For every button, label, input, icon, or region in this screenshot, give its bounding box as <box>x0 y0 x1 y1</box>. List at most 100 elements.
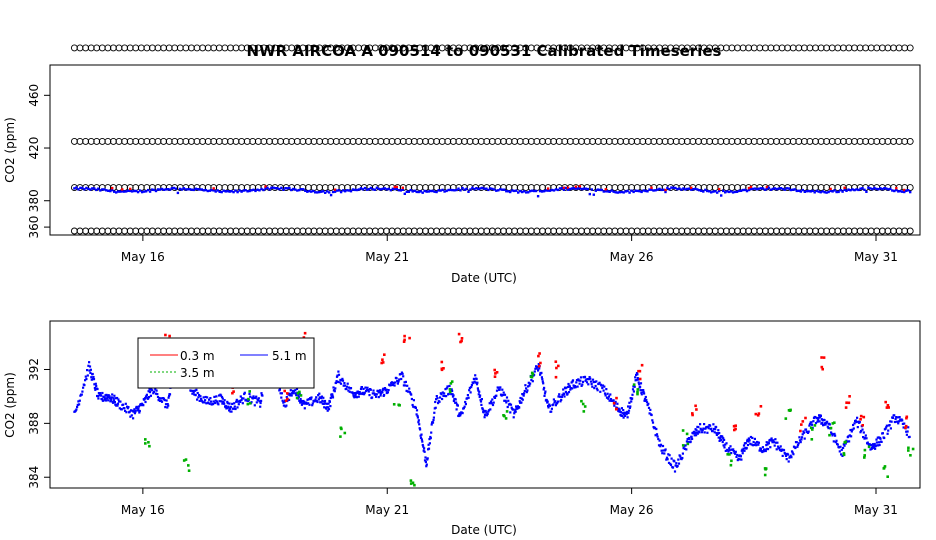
series-5-1m-point <box>671 466 675 469</box>
series-5-1m-point <box>705 425 708 429</box>
series-3-5m-point <box>636 388 640 391</box>
series-5-1m-point <box>472 377 475 380</box>
series-5-1m-point <box>326 402 329 405</box>
series-5-1m-point <box>499 386 502 389</box>
series-5-1m-point <box>513 412 516 415</box>
calibration-point <box>165 227 173 235</box>
series-5-1m-point <box>356 390 359 393</box>
series-0-3m-point <box>383 353 386 356</box>
series-5-1m-point <box>235 400 238 403</box>
series-5-1m-point <box>621 412 624 415</box>
ambient-point <box>407 190 410 193</box>
series-5-1m-point <box>693 434 696 437</box>
series-5-1m-point <box>575 379 579 382</box>
ambient-point <box>266 186 269 190</box>
ambient-point <box>160 187 164 191</box>
series-5-1m-point <box>261 394 264 397</box>
series-0-3m-point <box>638 377 642 381</box>
series-5-1m-point <box>129 415 132 418</box>
ambient-point <box>312 189 315 193</box>
ambient-point <box>91 187 94 190</box>
series-5-1m-point <box>166 406 169 409</box>
series-5-1m-point <box>723 446 726 449</box>
ambient-point <box>483 187 486 190</box>
series-5-1m-point <box>824 423 827 426</box>
series-5-1m-point <box>796 443 800 447</box>
series-5-1m-point <box>567 391 571 394</box>
series-5-1m-point <box>407 390 410 393</box>
calibration-point <box>839 44 847 52</box>
ambient-point <box>134 189 138 193</box>
series-5-1m-point <box>148 396 151 399</box>
series-5-1m-point <box>133 412 136 415</box>
series-5-1m-point <box>553 401 556 404</box>
series-5-1m-point <box>478 395 481 399</box>
series-5-1m-point <box>790 450 794 453</box>
series-5-1m-point <box>745 446 748 450</box>
ambient-point <box>148 190 152 193</box>
series-5-1m-point <box>401 372 404 375</box>
series-5-1m-point <box>319 396 323 400</box>
ambient-point <box>127 189 130 192</box>
series-5-1m-point <box>601 386 604 390</box>
series-3-5m-point <box>583 405 587 408</box>
ambient-point <box>769 188 773 191</box>
series-5-1m-point <box>457 414 460 418</box>
series-0-3m-point <box>554 360 558 363</box>
calibration-point <box>87 137 95 145</box>
ambient-point <box>608 190 611 193</box>
ambient-point <box>909 190 912 194</box>
series-5-1m-point <box>488 402 491 405</box>
series-5-1m-point <box>859 431 862 434</box>
series-3-5m-point <box>248 402 252 405</box>
ambient-point <box>867 186 870 189</box>
calibration-point <box>321 44 329 52</box>
series-5-1m-point <box>659 445 662 448</box>
series-5-1m-point <box>534 367 537 370</box>
ambient-point <box>341 189 345 192</box>
series-5-1m-point <box>336 380 339 383</box>
series-5-1m-point <box>396 382 399 385</box>
calibration-point <box>266 137 273 145</box>
series-5-1m-point <box>840 448 843 451</box>
series-5-1m-point <box>639 385 642 388</box>
series-5-1m-point <box>862 436 865 439</box>
series-5-1m-point <box>420 433 423 436</box>
series-5-1m-point <box>905 433 908 436</box>
series-5-1m-point <box>479 394 482 397</box>
series-5-1m-point <box>404 384 407 387</box>
series-5-1m-point <box>665 458 668 461</box>
ambient-point <box>154 189 158 193</box>
series-5-1m-point <box>765 441 768 444</box>
ambient-point <box>511 189 514 192</box>
ambient-point <box>839 189 842 192</box>
series-5-1m-point <box>305 402 308 405</box>
series-5-1m-point <box>834 441 837 444</box>
ambient-point <box>73 187 76 190</box>
calibration-point <box>561 227 569 235</box>
series-5-1m-point <box>306 398 309 401</box>
series-5-1m-point <box>118 400 121 403</box>
calibration-point <box>87 227 95 235</box>
ambient-point <box>899 190 902 193</box>
ambient-point-red <box>690 186 693 189</box>
series-5-1m-point <box>893 414 896 417</box>
series-5-1m-point <box>92 378 96 381</box>
ambient-point <box>333 190 337 193</box>
series-5-1m-point <box>375 393 378 396</box>
ambient-point <box>320 190 323 193</box>
series-5-1m-point <box>759 447 762 451</box>
series-5-1m-point <box>221 397 224 400</box>
series-5-1m-point <box>156 395 160 399</box>
series-5-1m-point <box>766 443 769 446</box>
ambient-point <box>556 188 560 192</box>
series-5-1m-point <box>192 389 195 392</box>
series-5-1m-point <box>514 408 517 411</box>
calibration-point <box>143 137 151 145</box>
series-5-1m-point <box>585 381 589 384</box>
series-5-1m-point <box>104 397 107 400</box>
series-5-1m-point <box>443 392 446 395</box>
series-5-1m-point <box>509 411 512 414</box>
series-5-1m-point <box>300 400 303 404</box>
ambient-point <box>339 190 343 194</box>
